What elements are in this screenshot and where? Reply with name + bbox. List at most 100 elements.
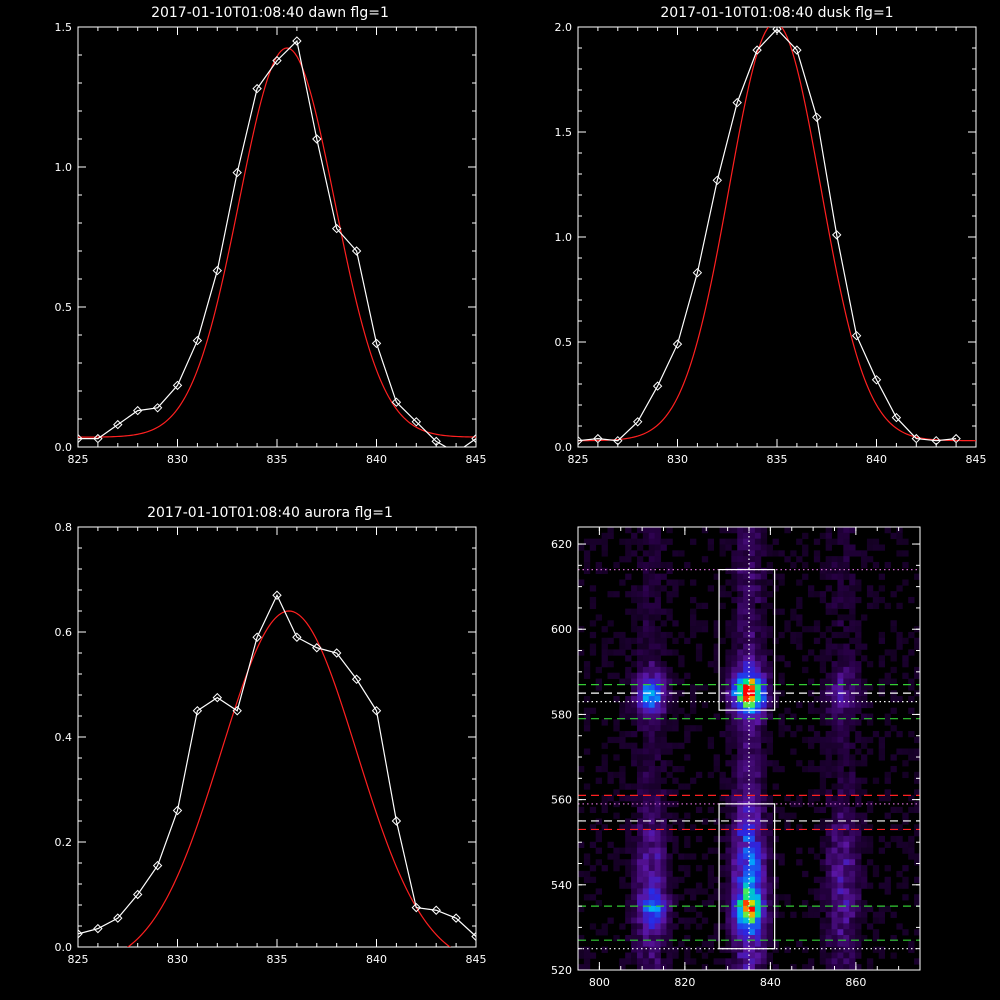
heatmap-cell (636, 818, 644, 825)
heatmap-cell (754, 731, 762, 738)
heatmap-cell (666, 946, 673, 953)
heatmap-cell (695, 725, 703, 732)
heatmap-cell (642, 748, 650, 755)
heatmap-cell (819, 940, 827, 948)
heatmap-cell (866, 713, 874, 720)
dawn-data-point (132, 405, 143, 416)
heatmap-cell (914, 929, 920, 936)
heatmap-cell (642, 940, 650, 948)
heatmap-cell (760, 818, 768, 825)
heatmap-cell (843, 940, 850, 948)
heatmap-cell (849, 672, 856, 679)
heatmap-cell (914, 771, 920, 779)
heatmap-cell (807, 585, 815, 592)
heatmap-cell (754, 876, 762, 883)
heatmap-cell (825, 678, 832, 685)
heatmap-cell (737, 905, 744, 913)
heatmap-cell (813, 556, 821, 563)
heatmap-cell (713, 929, 720, 936)
heatmap-cell (843, 719, 850, 726)
heatmap-cell (772, 760, 779, 767)
heatmap-cell (660, 561, 667, 569)
heatmap-cell (843, 812, 850, 819)
heatmap-cell (731, 870, 738, 878)
heatmap-cell (631, 900, 638, 907)
heatmap-cell (684, 725, 691, 732)
heatmap-cell (819, 888, 827, 895)
heatmap-cell (631, 835, 638, 843)
heatmap-cell (819, 789, 827, 796)
heatmap-cell (619, 859, 626, 866)
heatmap-cell (855, 812, 862, 819)
heatmap-cell (642, 765, 650, 773)
heatmap-cell (807, 789, 815, 796)
heatmap-cell (737, 684, 744, 691)
heatmap-cell (636, 946, 644, 953)
heatmap-cell (625, 742, 632, 749)
heatmap-cell (831, 911, 838, 918)
heatmap-cell (672, 672, 679, 679)
dawn-plot-frame (77, 26, 477, 448)
heatmap-cell (849, 696, 856, 703)
heatmap-cell (790, 731, 797, 738)
dawn-data-point (391, 397, 402, 407)
heatmap-cell (743, 865, 750, 872)
heatmap-cell (666, 800, 673, 808)
heatmap-cell (660, 666, 667, 674)
heatmap-cell (601, 946, 608, 953)
heatmap-cell (884, 731, 891, 738)
heatmap-cell (890, 952, 897, 959)
heatmap-cell (749, 672, 756, 679)
heatmap-cell (619, 777, 626, 784)
heatmap-cell (861, 876, 868, 883)
heatmap-cell (642, 725, 650, 732)
heatmap-cell (861, 841, 868, 848)
heatmap-cell (684, 853, 691, 860)
heatmap-cell (825, 870, 832, 878)
heatmap-cell (743, 701, 750, 709)
heatmap-cell (648, 614, 656, 621)
heatmap-cell (802, 946, 809, 953)
heatmap-cell (743, 567, 750, 575)
heatmap-cell (819, 573, 827, 580)
dawn-x-tick-label: 835 (267, 453, 288, 466)
heatmap-cell (843, 696, 850, 703)
heatmap-cell (636, 964, 644, 970)
heatmap-cell (684, 731, 691, 738)
heatmap-cell (849, 789, 856, 796)
dusk-data-point (792, 45, 802, 55)
heatmap-cell (837, 556, 844, 563)
heatmap-cell (849, 847, 856, 854)
heatmap-cell (866, 748, 874, 755)
heatmap-cell (654, 894, 661, 901)
heatmap-cell (749, 614, 756, 621)
heatmap-cell (825, 795, 832, 802)
heatmap-cell (754, 847, 762, 854)
heatmap-cell (743, 795, 750, 802)
heatmap-cell (766, 666, 773, 674)
heatmap-cell (837, 900, 844, 907)
heatmap-cell (648, 672, 656, 679)
heatmap-cell (713, 958, 720, 965)
dusk-y-tick-label: 1.5 (555, 126, 573, 139)
heatmap-cell (583, 556, 591, 563)
dawn-data-point (192, 335, 203, 346)
heatmap-cell (684, 561, 691, 569)
heatmap-cell (636, 952, 644, 959)
heatmap-cell (819, 567, 827, 575)
heatmap-cell (914, 573, 920, 580)
heatmap-cell (749, 917, 756, 924)
heatmap-cell (743, 806, 750, 814)
heatmap-cell (613, 847, 620, 854)
dawn-data-point (212, 265, 223, 276)
heatmap-cell (760, 789, 768, 796)
heatmap-cell (625, 894, 632, 901)
heatmap-cell (754, 532, 762, 540)
heatmap-cell (855, 894, 862, 901)
heatmap-cell (672, 777, 679, 784)
heatmap-cell (737, 637, 744, 644)
heatmap-cell (849, 591, 856, 598)
heatmap-cell (737, 812, 744, 819)
heatmap-cell (654, 771, 661, 779)
heatmap-cell (849, 754, 856, 761)
